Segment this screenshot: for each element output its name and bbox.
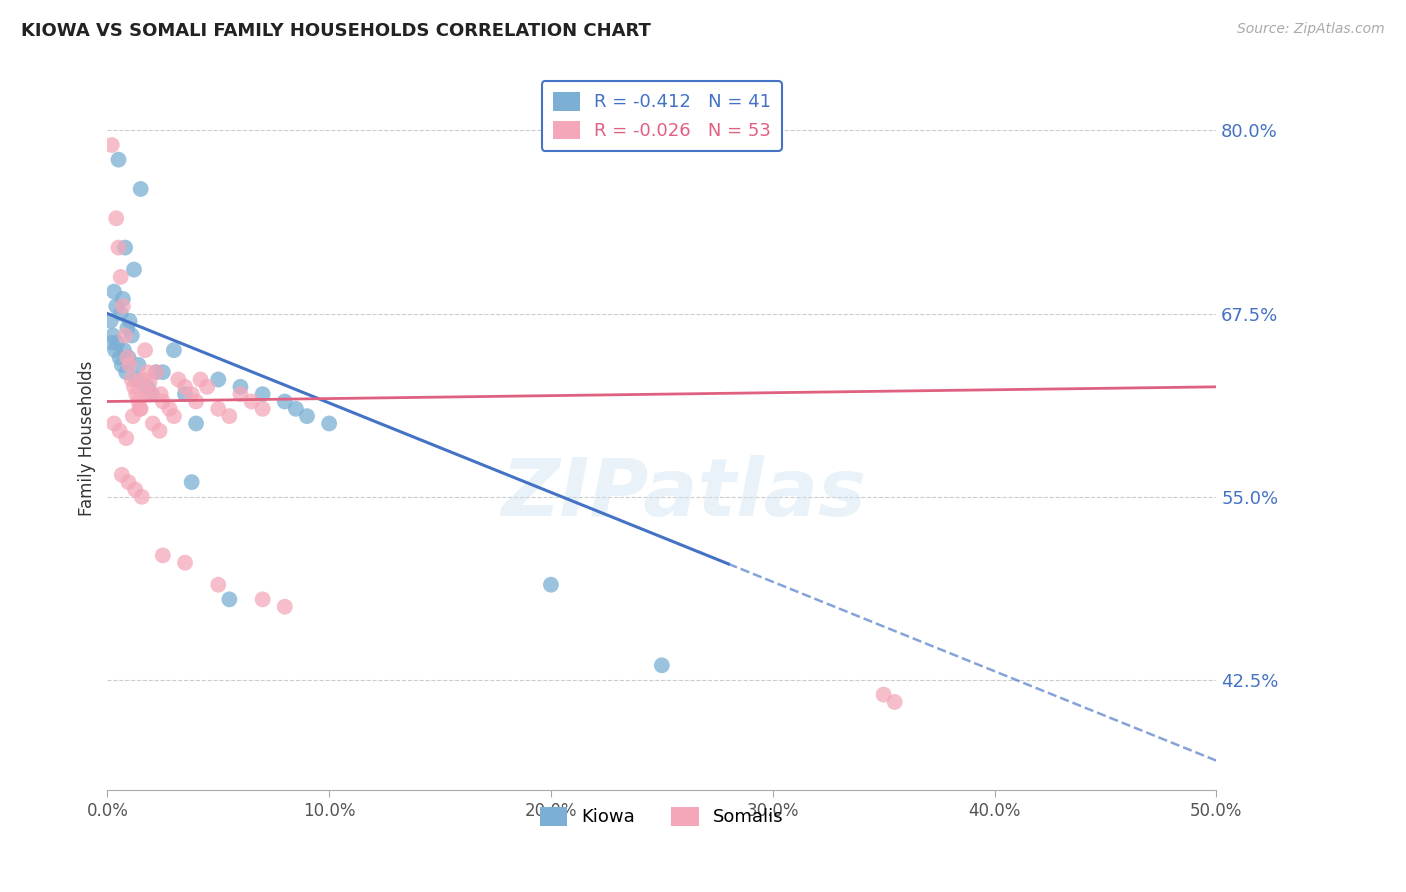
Point [141,387,163,401]
Point [136,380,159,394]
Point [114,328,136,343]
Point [872,688,894,702]
Point [135,387,157,401]
Point [152,394,174,409]
Point [110,307,132,321]
Point [284,401,307,416]
Point [101,138,124,153]
Point [240,394,263,409]
Point [274,599,297,614]
Point [111,358,134,372]
Point [148,424,170,438]
Point [117,475,139,489]
Point [207,401,229,416]
Point [883,695,905,709]
Point [101,328,124,343]
Point [128,401,150,416]
Point [141,387,163,401]
Point [127,358,149,372]
Point [107,153,129,167]
Point [174,380,197,394]
Point [159,401,181,416]
Point [132,372,155,386]
Point [127,394,149,409]
Point [122,262,145,277]
Point [207,578,229,592]
Point [108,351,131,365]
Point [163,409,186,424]
Point [125,387,148,401]
Point [180,475,202,489]
Point [110,269,132,284]
Point [103,417,125,431]
Point [104,343,127,358]
Point [145,365,167,379]
Point [142,417,165,431]
Point [651,658,673,673]
Point [105,299,128,313]
Point [111,299,134,313]
Point [114,241,136,255]
Point [207,372,229,386]
Point [195,380,218,394]
Point [122,409,145,424]
Point [190,372,212,386]
Point [115,365,138,379]
Point [112,343,135,358]
Point [124,483,146,497]
Point [122,380,145,394]
Point [111,292,134,306]
Point [163,343,186,358]
Point [318,417,340,431]
Point [184,417,207,431]
Point [252,592,274,607]
Point [134,343,156,358]
Point [111,467,134,482]
Point [117,321,139,335]
Point [152,549,174,563]
Point [180,387,202,401]
Point [131,490,153,504]
Point [252,401,274,416]
Point [138,376,160,390]
Point [118,358,141,372]
Point [121,328,143,343]
Point [108,424,131,438]
Y-axis label: Family Households: Family Households [79,360,96,516]
Point [129,182,152,196]
Point [125,372,148,386]
Point [121,372,143,386]
Point [105,335,128,350]
Point [174,556,197,570]
Text: Source: ZipAtlas.com: Source: ZipAtlas.com [1237,22,1385,37]
Point [105,211,128,226]
Point [218,409,240,424]
Point [167,372,190,386]
Legend: Kiowa, Somalis: Kiowa, Somalis [533,800,790,834]
Point [184,394,207,409]
Point [117,351,139,365]
Point [100,314,122,328]
Point [540,578,562,592]
Text: KIOWA VS SOMALI FAMILY HOUSEHOLDS CORRELATION CHART: KIOWA VS SOMALI FAMILY HOUSEHOLDS CORREL… [21,22,651,40]
Point [136,365,159,379]
Text: ZIPatlas: ZIPatlas [502,456,866,533]
Point [145,365,167,379]
Point [229,380,252,394]
Point [101,335,124,350]
Point [118,314,141,328]
Point [252,387,274,401]
Point [295,409,318,424]
Point [218,592,240,607]
Point [103,285,125,299]
Point [274,394,297,409]
Point [129,401,152,416]
Point [107,241,129,255]
Point [174,387,197,401]
Point [149,387,172,401]
Point [229,387,252,401]
Point [117,351,139,365]
Point [115,431,138,445]
Point [152,365,174,379]
